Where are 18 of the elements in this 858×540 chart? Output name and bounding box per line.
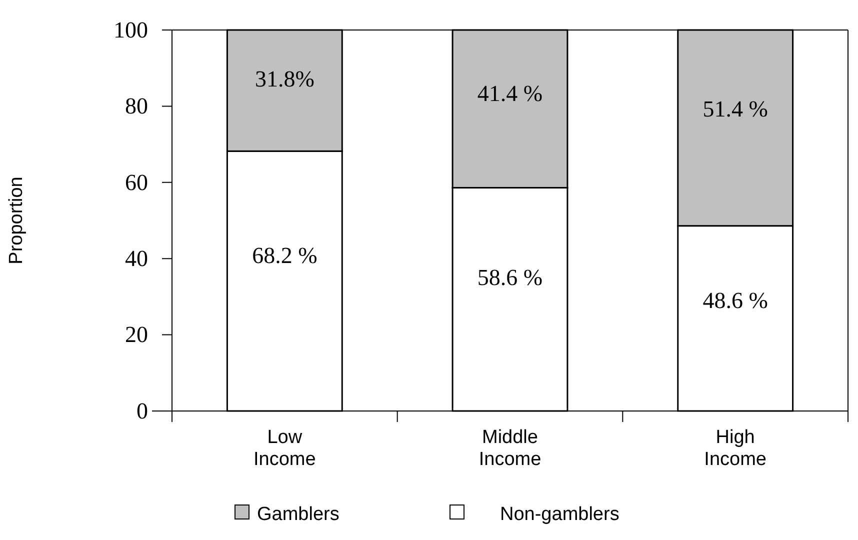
y-tick-label: 80 bbox=[125, 94, 148, 119]
y-tick-label: 20 bbox=[125, 322, 148, 348]
legend-label: Non-gamblers bbox=[500, 504, 620, 525]
data-label: 51.4 % bbox=[702, 96, 768, 122]
y-axis-title: Proportion bbox=[6, 176, 27, 264]
data-label: 41.4 % bbox=[477, 81, 543, 106]
y-tick-label: 0 bbox=[136, 398, 148, 424]
y-tick-label: 40 bbox=[125, 246, 148, 271]
x-tick-label: High Income bbox=[704, 427, 766, 470]
data-label: 48.6 % bbox=[702, 288, 768, 313]
data-label: 68.2 % bbox=[252, 243, 318, 268]
data-label: 31.8% bbox=[254, 66, 314, 92]
legend-label: Gamblers bbox=[257, 504, 340, 525]
y-tick-label: 100 bbox=[114, 17, 148, 42]
y-tick-label: 60 bbox=[125, 170, 148, 195]
x-tick-label: Middle Income bbox=[478, 427, 542, 470]
x-tick-label: Low Income bbox=[254, 427, 316, 470]
data-label: 58.6 % bbox=[477, 265, 543, 290]
